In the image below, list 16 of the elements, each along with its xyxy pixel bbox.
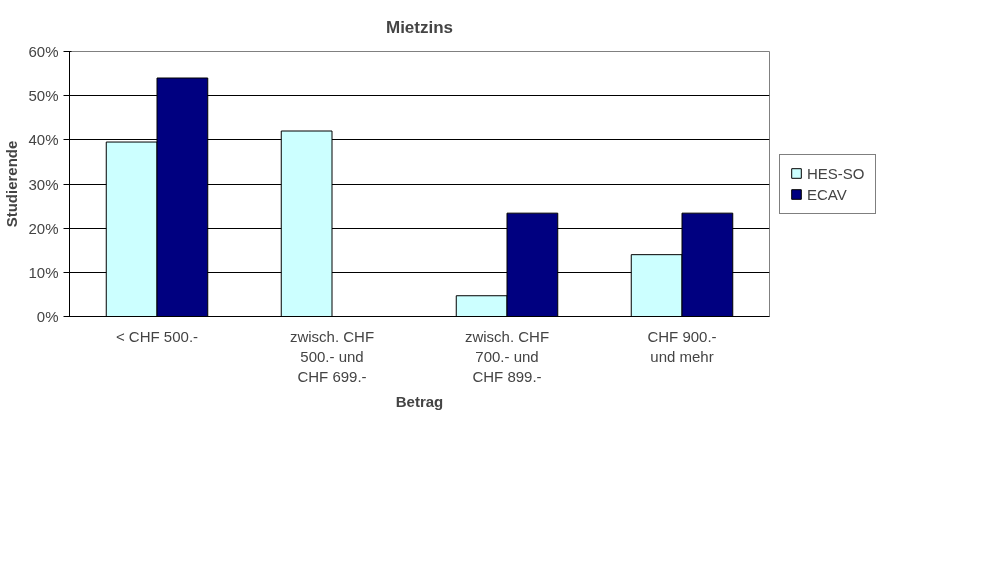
y-tick-label: 20% xyxy=(28,219,59,237)
y-tick-label: 50% xyxy=(28,87,59,105)
y-tick-label: 40% xyxy=(28,131,59,149)
legend-label: ECAV xyxy=(807,185,847,203)
y-axis-title: Studierende xyxy=(3,140,21,228)
x-axis-title: Betrag xyxy=(395,393,444,411)
x-tick-label: zwisch. CHF 700.- und CHF 899.- xyxy=(464,327,550,386)
chart-title: Mietzins xyxy=(385,17,454,37)
y-tick-label: 30% xyxy=(28,175,59,193)
x-tick-label: CHF 900.- und mehr xyxy=(647,327,717,365)
x-tick-label: < CHF 500.- xyxy=(115,327,199,345)
y-tick-label: 10% xyxy=(28,263,59,281)
y-tick-label: 0% xyxy=(36,308,59,325)
legend-label: HES-SO xyxy=(807,164,865,182)
x-tick-label: zwisch. CHF 500.- und CHF 699.- xyxy=(289,327,375,386)
y-tick-label: 60% xyxy=(28,43,59,60)
